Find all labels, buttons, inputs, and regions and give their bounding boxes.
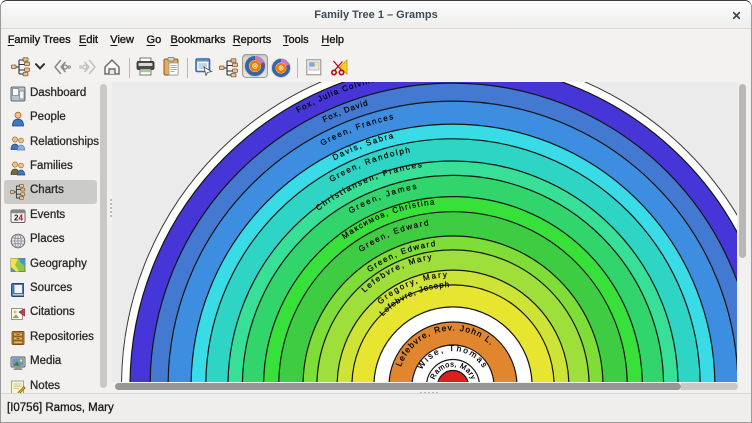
svg-text:24: 24 — [14, 214, 23, 223]
